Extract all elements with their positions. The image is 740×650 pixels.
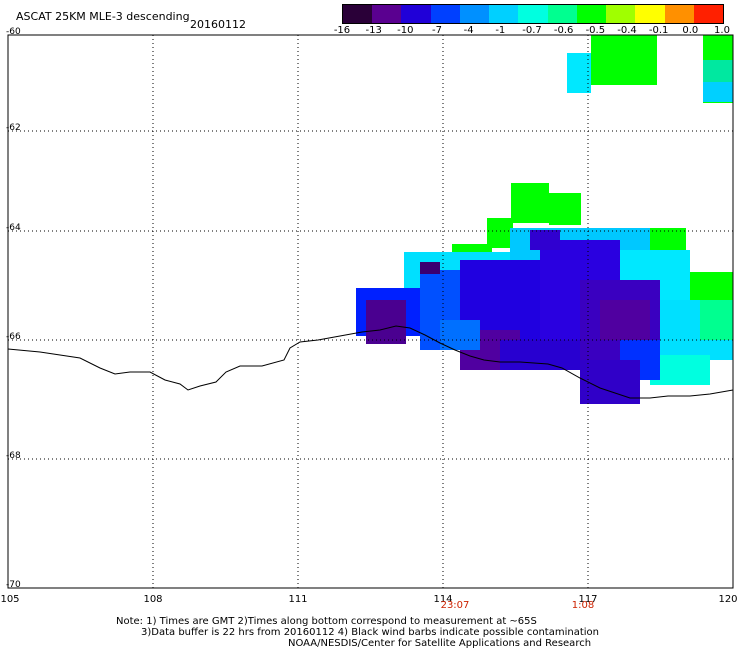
lat-label-68: -68 xyxy=(6,451,21,461)
colorbar-swatch xyxy=(401,5,431,23)
colorbar-swatch xyxy=(489,5,519,23)
lat-lon-grid xyxy=(8,35,733,588)
time-label-1: 23:07 xyxy=(440,600,470,611)
product-title: ASCAT 25KM MLE-3 descending xyxy=(16,10,190,23)
colorbar-label: -0.4 xyxy=(617,25,637,36)
colorbar-label: -4 xyxy=(463,25,474,36)
lat-label-60: -60 xyxy=(6,27,21,37)
colorbar xyxy=(342,4,724,24)
note-line-2: 3)Data buffer is 22 hrs from 20160112 4)… xyxy=(141,627,599,638)
lon-label-120: 120 xyxy=(718,594,738,605)
colorbar-swatch xyxy=(606,5,636,23)
colorbar-swatch xyxy=(664,5,694,23)
lat-label-66: -66 xyxy=(6,332,21,342)
colorbar-swatch xyxy=(576,5,607,23)
colorbar-label: -1 xyxy=(495,25,506,36)
lat-label-64: -64 xyxy=(6,223,21,233)
colorbar-swatch xyxy=(372,5,402,23)
colorbar-swatch xyxy=(430,5,460,23)
colorbar-label: -16 xyxy=(333,25,351,36)
product-date: 20160112 xyxy=(190,18,246,31)
lon-label-105: 105 xyxy=(0,594,20,605)
colorbar-swatch xyxy=(518,5,548,23)
plot-frame xyxy=(7,34,734,589)
coastline xyxy=(7,325,734,399)
colorbar-swatch xyxy=(693,5,724,23)
note-line-3: NOAA/NESDIS/Center for Satellite Applica… xyxy=(288,638,592,649)
lon-label-117: 117 xyxy=(578,594,598,605)
colorbar-swatch xyxy=(343,5,373,23)
lon-label-114: 114 xyxy=(433,594,453,605)
time-label-2: 1:08 xyxy=(571,600,595,611)
colorbar-label: -0.5 xyxy=(585,25,606,36)
colorbar-swatch xyxy=(459,5,490,23)
colorbar-label: -0.1 xyxy=(648,25,669,36)
colorbar-label: -0.7 xyxy=(522,25,542,36)
colorbar-label: 0.0 xyxy=(682,25,699,36)
colorbar-label: -10 xyxy=(397,25,414,36)
lat-label-62: -62 xyxy=(6,123,21,133)
colorbar-label: -7 xyxy=(432,25,442,36)
colorbar-swatch xyxy=(547,5,577,23)
lon-label-108: 108 xyxy=(143,594,163,605)
lat-label-70: -70 xyxy=(6,580,21,590)
colorbar-swatch xyxy=(635,5,665,23)
colorbar-label: 1.0 xyxy=(714,25,730,36)
colorbar-label: -0.6 xyxy=(553,25,574,36)
wind-data-field xyxy=(356,35,733,404)
colorbar-label: -13 xyxy=(365,25,382,36)
note-line-1: Note: 1) Times are GMT 2)Times along bot… xyxy=(116,616,537,627)
lon-label-111: 111 xyxy=(288,594,308,605)
